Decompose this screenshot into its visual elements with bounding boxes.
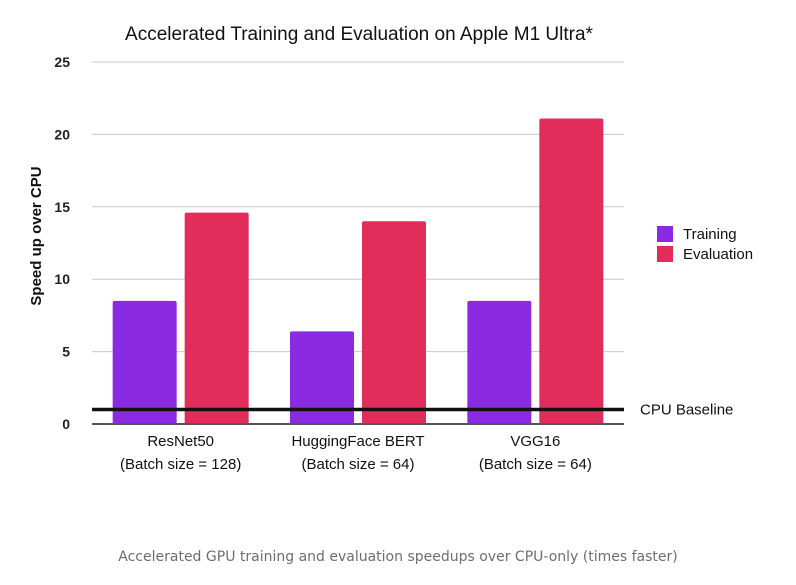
legend: Training Evaluation — [657, 226, 753, 263]
figure-caption: Accelerated GPU training and evaluation … — [118, 549, 678, 565]
y-tick-label: 0 — [62, 416, 70, 432]
legend-label-evaluation: Evaluation — [683, 246, 753, 263]
y-tick-label: 10 — [54, 271, 70, 287]
x-tick-label: (Batch size = 64) — [479, 456, 592, 473]
bar-training-3 — [467, 300, 532, 424]
x-tick-label: (Batch size = 128) — [120, 456, 241, 473]
y-tick-label: 5 — [62, 344, 70, 360]
cpu-baseline: CPU Baseline — [92, 402, 733, 419]
bar-evaluation-3 — [539, 118, 604, 425]
bar-training-1 — [112, 300, 177, 424]
legend-swatch-training — [657, 226, 673, 242]
bar-evaluation-1 — [184, 212, 249, 424]
y-tick-label: 20 — [54, 126, 70, 142]
y-axis-label: Speed up over CPU — [28, 166, 45, 305]
bars — [92, 118, 624, 425]
bar-training-2 — [290, 331, 354, 424]
bar-evaluation-2 — [362, 221, 426, 424]
x-tick-label: (Batch size = 64) — [302, 456, 415, 473]
x-tick-label: ResNet50 — [147, 433, 214, 450]
x-axis-ticks: ResNet50 (Batch size = 128) HuggingFace BE… — [120, 433, 592, 473]
gridlines — [92, 61, 624, 353]
chart-title: Accelerated Training and Evaluation on A… — [125, 24, 593, 45]
legend-label-training: Training — [683, 226, 737, 243]
y-tick-label: 25 — [54, 54, 70, 70]
x-tick-label: HuggingFace BERT — [291, 433, 424, 450]
baseline-label: CPU Baseline — [640, 402, 733, 419]
y-axis-ticks: 0 5 10 15 20 25 — [54, 54, 70, 432]
x-tick-label: VGG16 — [510, 433, 560, 450]
legend-swatch-evaluation — [657, 246, 673, 262]
y-tick-label: 15 — [54, 199, 70, 215]
bar-chart: Accelerated Training and Evaluation on A… — [28, 24, 753, 473]
